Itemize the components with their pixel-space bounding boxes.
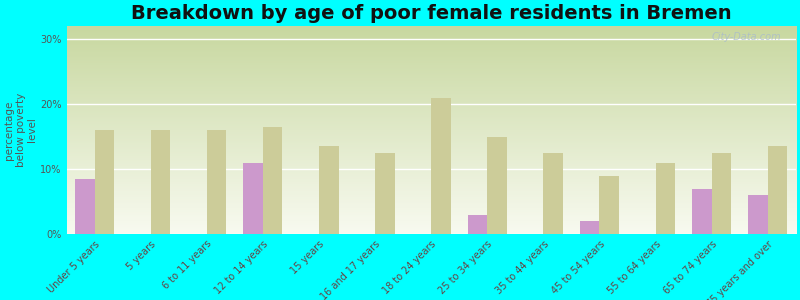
Bar (75, 179, 94, 234)
Bar (468, 214, 487, 234)
Bar (692, 188, 712, 234)
Text: City-Data.com: City-Data.com (712, 32, 782, 42)
Bar (319, 146, 338, 234)
Bar (580, 221, 599, 234)
Bar (543, 153, 563, 234)
Bar (599, 176, 619, 234)
Bar (94, 130, 114, 234)
Bar (431, 98, 451, 234)
Bar (768, 146, 787, 234)
Title: Breakdown by age of poor female residents in Bremen: Breakdown by age of poor female resident… (131, 4, 731, 23)
Bar (243, 163, 263, 234)
Y-axis label: percentage
below poverty
level: percentage below poverty level (4, 93, 38, 167)
Bar (655, 163, 675, 234)
Bar (375, 153, 394, 234)
Bar (150, 130, 170, 234)
Bar (263, 127, 282, 234)
Bar (206, 130, 226, 234)
Bar (712, 153, 731, 234)
Bar (487, 136, 507, 234)
Bar (748, 195, 768, 234)
